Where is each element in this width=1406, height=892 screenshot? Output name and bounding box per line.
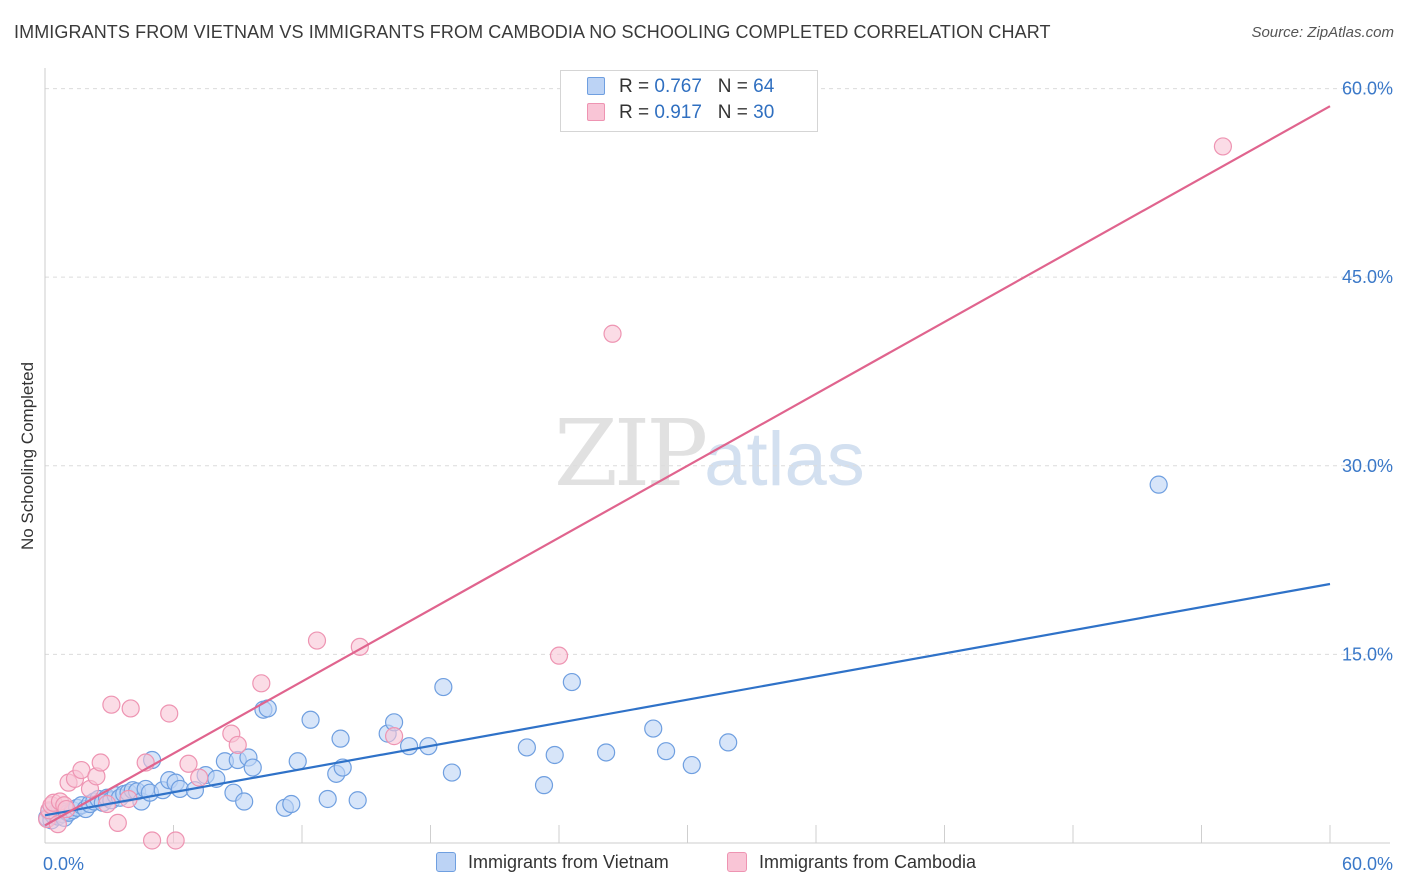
gridlines [45, 88, 1390, 843]
source-label: Source: ZipAtlas.com [1251, 24, 1394, 41]
cambodia-points [38, 137, 1233, 850]
legend-row-vietnam: R = 0.767 N = 64 [587, 76, 774, 102]
cambodia-point [190, 768, 209, 787]
vietnam-swatch [436, 852, 456, 872]
cambodia-point [1213, 137, 1233, 156]
legend-label: Immigrants from Cambodia [759, 852, 977, 872]
legend-r-value: 0.767 [654, 76, 702, 97]
legend-n-label: N = [717, 76, 754, 97]
legend-n-label: N = [717, 102, 754, 123]
cambodia-point [121, 699, 140, 718]
watermark: ZIPatlas [554, 400, 865, 507]
vietnam-point [719, 733, 738, 752]
x-tick-label: 60.0% [1342, 854, 1393, 874]
vietnam-point [243, 758, 262, 777]
vietnam-point [1149, 475, 1168, 494]
series-legend: Immigrants from Vietnam Immigrants from … [0, 852, 1406, 878]
vietnam-point [597, 743, 616, 762]
vietnam-point [235, 792, 254, 811]
legend-n-value: 64 [753, 76, 775, 97]
cambodia-point [108, 813, 127, 832]
vietnam-point [644, 719, 663, 738]
axes [44, 68, 1390, 844]
cambodia-point [160, 704, 179, 723]
vietnam-trendline [44, 582, 1331, 817]
y-tick-label: 30.0% [1342, 456, 1393, 476]
tick-labels: 15.0% 30.0% 45.0% 60.0% 0.0% 60.0% [43, 79, 1393, 874]
vietnam-swatch [587, 77, 605, 95]
cambodia-swatch [727, 852, 747, 872]
y-tick-label: 60.0% [1342, 79, 1393, 99]
vietnam-point [301, 710, 320, 729]
vietnam-point [399, 737, 419, 756]
legend-n-value: 30 [753, 102, 775, 123]
vietnam-point [434, 677, 453, 697]
y-tick-label: 15.0% [1342, 644, 1393, 664]
vietnam-point [517, 738, 536, 757]
cambodia-point [307, 631, 327, 650]
x-tick-label: 0.0% [43, 854, 84, 874]
vietnam-point [318, 789, 337, 809]
cambodia-point [142, 831, 162, 850]
vietnam-point [545, 745, 564, 765]
watermark-atlas: atlas [704, 417, 865, 502]
vietnam-point [348, 791, 367, 810]
vietnam-point [656, 742, 676, 761]
vietnam-point [534, 776, 554, 795]
cambodia-point [384, 727, 404, 746]
cambodia-point [179, 754, 198, 773]
legend-row-cambodia: R = 0.917 N = 30 [587, 102, 774, 128]
vietnam-point [282, 794, 301, 814]
cambodia-trendline [44, 105, 1331, 827]
legend-r-label: R = [619, 76, 655, 97]
correlation-legend: R = 0.767 N = 64 R = 0.917 N = 30 [560, 70, 818, 132]
cambodia-point [252, 674, 271, 693]
vietnam-point [682, 755, 701, 775]
vietnam-point [331, 729, 350, 748]
legend-item-vietnam[interactable]: Immigrants from Vietnam [436, 852, 669, 873]
cambodia-point [228, 735, 247, 755]
watermark-zip: ZIP [554, 400, 708, 507]
vietnam-point [288, 752, 307, 771]
legend-label: Immigrants from Vietnam [468, 852, 669, 872]
chart-title: IMMIGRANTS FROM VIETNAM VS IMMIGRANTS FR… [14, 22, 1051, 42]
trendlines [44, 105, 1331, 827]
vietnam-point [442, 763, 462, 782]
vietnam-point [562, 672, 581, 692]
cambodia-swatch [587, 103, 605, 121]
legend-r-label: R = [619, 102, 655, 123]
y-tick-label: 45.0% [1342, 267, 1393, 287]
legend-item-cambodia[interactable]: Immigrants from Cambodia [727, 852, 976, 873]
cambodia-point [91, 753, 110, 772]
legend-r-value: 0.917 [654, 102, 702, 123]
cambodia-point [549, 646, 569, 665]
cambodia-point [102, 695, 121, 714]
cambodia-point [603, 324, 622, 343]
vietnam-point [258, 699, 277, 718]
cambodia-point [166, 831, 185, 850]
